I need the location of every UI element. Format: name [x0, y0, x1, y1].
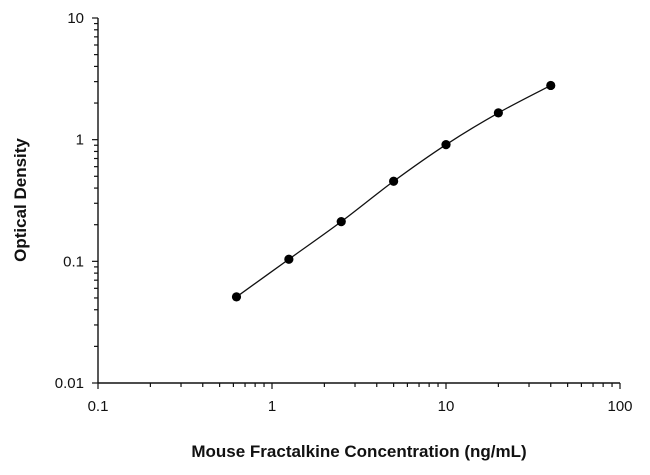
- x-tick-label: 10: [438, 398, 455, 415]
- data-point: [441, 140, 451, 150]
- y-axis-title: Optical Density: [11, 138, 30, 262]
- data-point: [336, 217, 346, 227]
- x-axis-title: Mouse Fractalkine Concentration (ng/mL): [191, 442, 526, 461]
- data-point: [284, 254, 294, 264]
- data-point: [389, 176, 399, 186]
- tick-marks: [92, 17, 621, 389]
- x-tick-label: 0.1: [88, 398, 109, 415]
- x-tick-label: 1: [268, 398, 276, 415]
- y-tick-label: 0.1: [63, 253, 84, 270]
- fit-curve: [236, 84, 552, 298]
- data-point: [546, 80, 556, 91]
- data-point: [493, 108, 503, 118]
- y-tick-label: 1: [76, 132, 84, 149]
- data-point: [231, 292, 242, 302]
- y-tick-label: 10: [67, 10, 84, 27]
- x-tick-label: 100: [607, 398, 632, 415]
- axes: [97, 18, 620, 384]
- data-series: [231, 80, 556, 302]
- y-tick-label: 0.01: [55, 375, 84, 392]
